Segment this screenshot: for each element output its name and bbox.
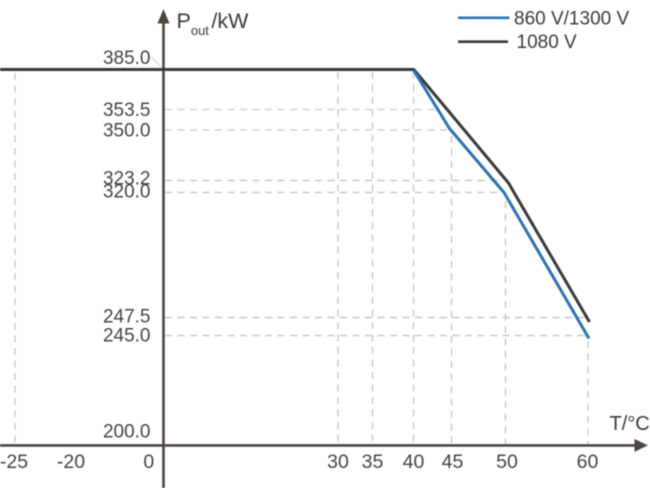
svg-text:385.0: 385.0 xyxy=(103,48,151,69)
svg-text:35: 35 xyxy=(362,451,384,473)
svg-text:247.5: 247.5 xyxy=(103,307,151,328)
svg-text:350.0: 350.0 xyxy=(103,121,151,142)
svg-text:45: 45 xyxy=(442,451,464,473)
svg-text:860 V/1300 V: 860 V/1300 V xyxy=(514,8,629,29)
svg-text:0: 0 xyxy=(143,451,154,473)
svg-text:-20: -20 xyxy=(57,451,85,473)
svg-text:30: 30 xyxy=(327,451,349,473)
svg-text:320.0: 320.0 xyxy=(103,182,151,203)
svg-text:323.2: 323.2 xyxy=(103,169,151,190)
svg-text:353.5: 353.5 xyxy=(103,100,151,121)
svg-text:60: 60 xyxy=(577,451,599,473)
svg-text:50: 50 xyxy=(496,451,518,473)
svg-text:Pout/kW: Pout/kW xyxy=(177,9,250,38)
svg-text:200.0: 200.0 xyxy=(103,422,151,443)
svg-text:245.0: 245.0 xyxy=(103,326,151,347)
svg-text:-25: -25 xyxy=(0,451,28,473)
svg-text:T/°C: T/°C xyxy=(610,413,650,435)
svg-text:40: 40 xyxy=(403,451,425,473)
svg-text:1080 V: 1080 V xyxy=(517,32,578,53)
